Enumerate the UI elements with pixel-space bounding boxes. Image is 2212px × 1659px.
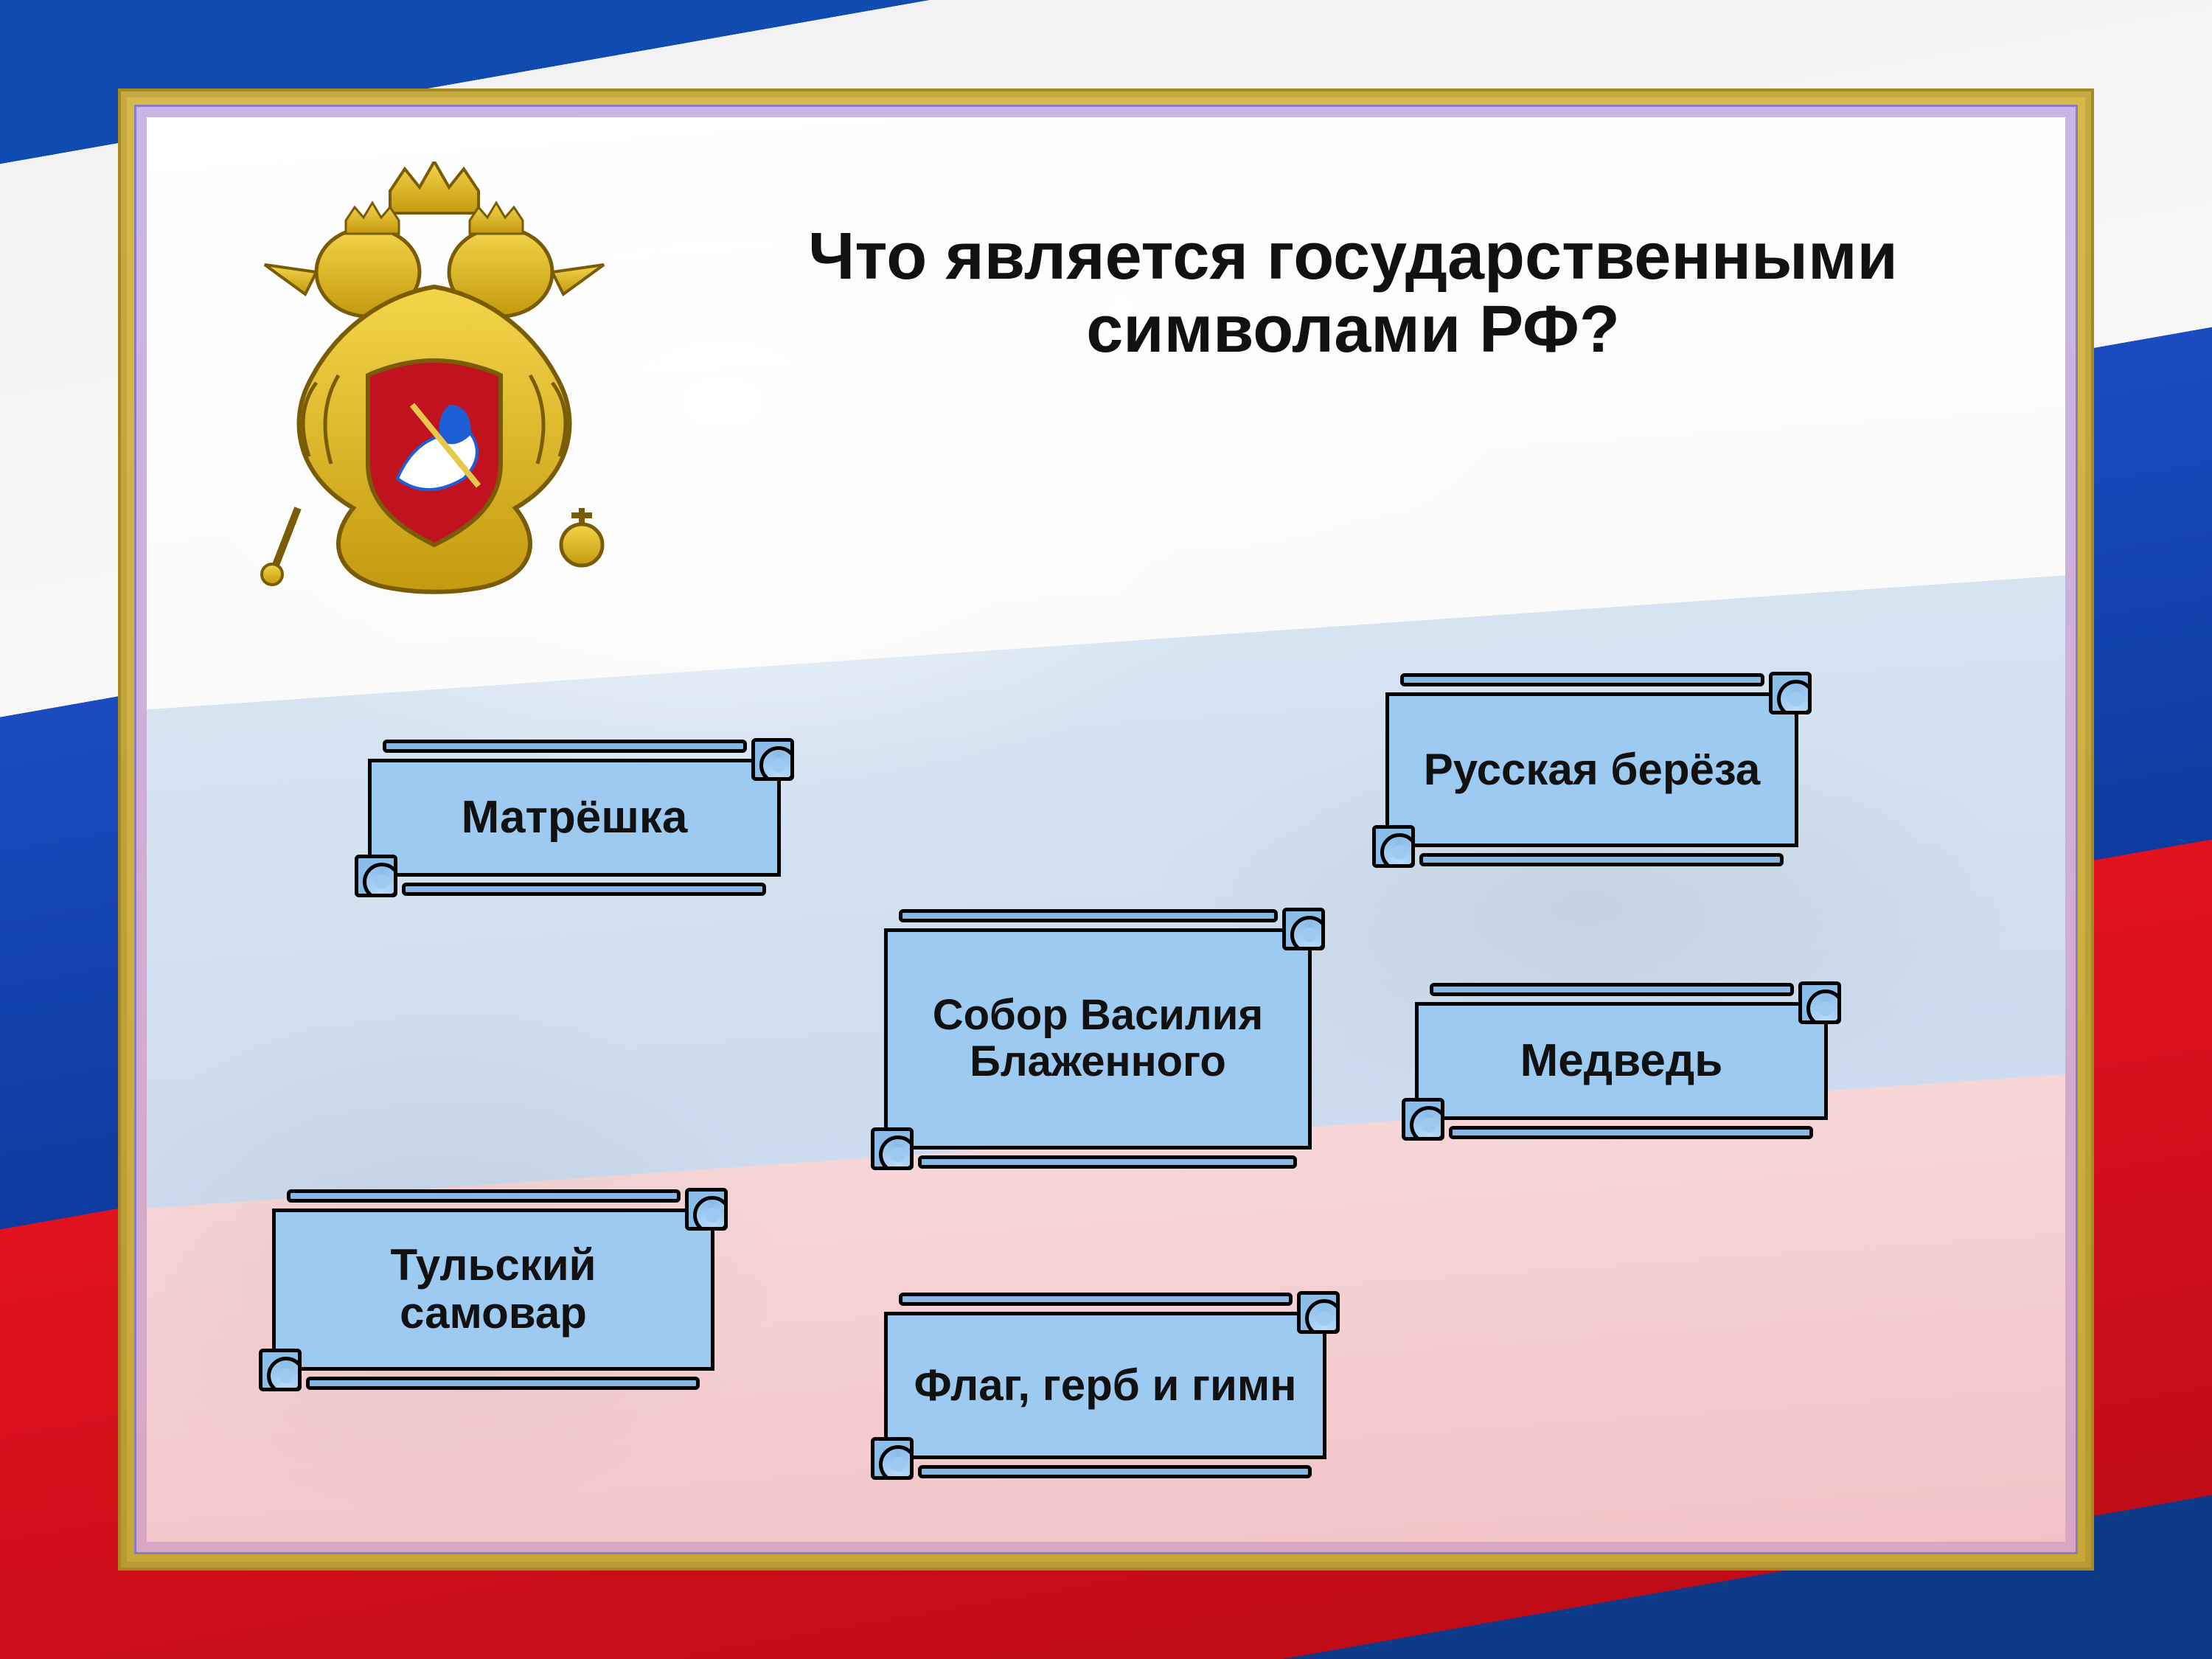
scroll-rod-top xyxy=(287,1189,681,1203)
scroll-rod-top xyxy=(899,1293,1293,1306)
content-area: Что является государственными символами … xyxy=(147,117,2065,1542)
scroll-rod-bottom xyxy=(402,883,766,896)
scroll-rod-top xyxy=(383,740,747,753)
answer-label: Матрёшка xyxy=(368,759,781,877)
scroll-curl-icon xyxy=(259,1349,302,1391)
answer-bear[interactable]: Медведь xyxy=(1415,1002,1828,1120)
scroll-rod-top xyxy=(1400,673,1764,686)
scroll-curl-icon xyxy=(1282,908,1325,950)
scroll-curl-icon xyxy=(1372,825,1415,868)
scroll-curl-icon xyxy=(355,855,397,897)
scroll-rod-bottom xyxy=(918,1155,1297,1169)
scroll-curl-icon xyxy=(751,738,794,781)
answer-flag-coa-anthem[interactable]: Флаг, герб и гимн xyxy=(884,1312,1326,1459)
answer-label: Русская берёза xyxy=(1385,692,1798,847)
answer-label: Тульский самовар xyxy=(272,1208,714,1371)
scroll-curl-icon xyxy=(1798,981,1841,1024)
coat-of-arms-icon xyxy=(228,161,641,604)
scroll-rod-top xyxy=(899,909,1278,922)
scroll-rod-bottom xyxy=(918,1465,1312,1478)
scroll-rod-bottom xyxy=(1419,853,1784,866)
scroll-curl-icon xyxy=(1402,1098,1444,1141)
decorative-frame-inner: Что является государственными символами … xyxy=(134,105,2078,1554)
answer-label: Медведь xyxy=(1415,1002,1828,1120)
answer-birch[interactable]: Русская берёза xyxy=(1385,692,1798,847)
scroll-curl-icon xyxy=(1769,672,1812,714)
answer-samovar[interactable]: Тульский самовар xyxy=(272,1208,714,1371)
scroll-curl-icon xyxy=(1297,1291,1340,1334)
scroll-rod-bottom xyxy=(1449,1126,1813,1139)
decorative-frame: Что является государственными символами … xyxy=(118,88,2094,1571)
scroll-rod-bottom xyxy=(306,1377,700,1390)
question-title: Что является государственными символами … xyxy=(700,220,2006,366)
scroll-curl-icon xyxy=(685,1188,728,1231)
answer-label: Собор Василия Блаженного xyxy=(884,928,1312,1150)
scroll-curl-icon xyxy=(871,1127,914,1170)
answer-cathedral[interactable]: Собор Василия Блаженного xyxy=(884,928,1312,1150)
answer-matryoshka[interactable]: Матрёшка xyxy=(368,759,781,877)
answer-label: Флаг, герб и гимн xyxy=(884,1312,1326,1459)
scroll-rod-top xyxy=(1430,983,1794,996)
scroll-curl-icon xyxy=(871,1437,914,1480)
slide: Что является государственными символами … xyxy=(0,0,2212,1659)
